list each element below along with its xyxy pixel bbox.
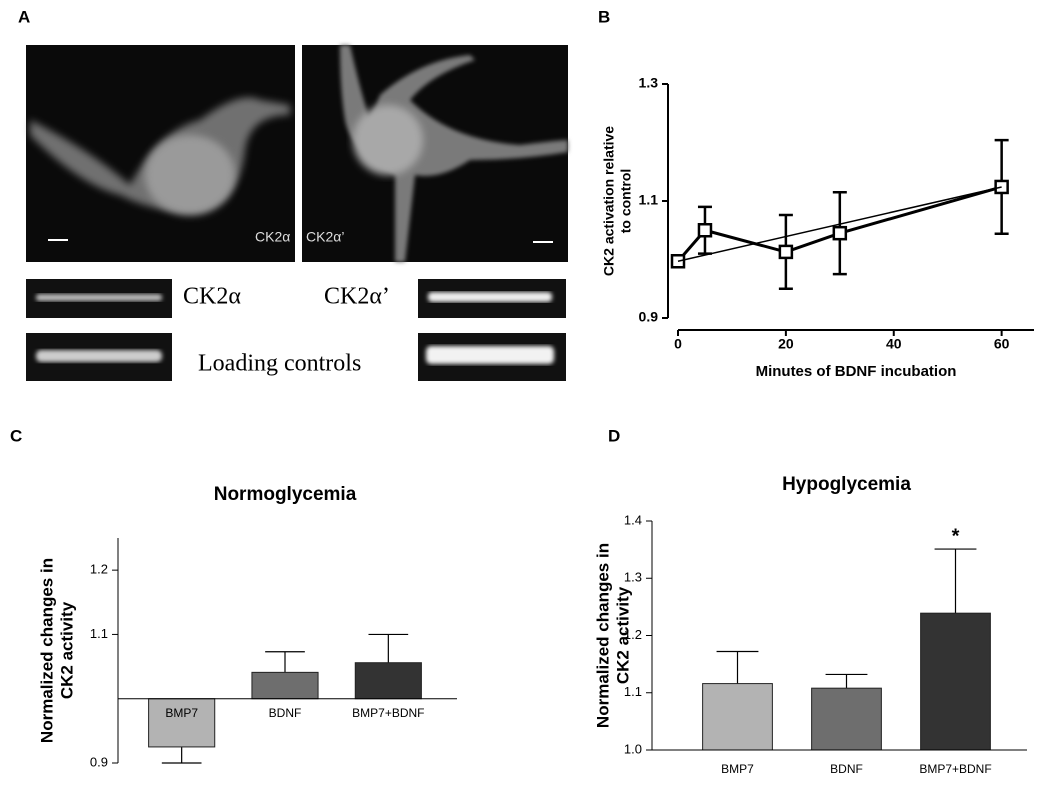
panel-label: C (10, 426, 22, 445)
x-tick-label: BMP7+BDNF (352, 706, 424, 720)
x-tick-label: BDNF (269, 706, 302, 720)
panel-label: B (598, 7, 610, 26)
y-axis-label: CK2 activity (57, 601, 76, 699)
y-tick-label: 1.2 (624, 627, 642, 642)
bar (354, 662, 422, 700)
x-tick-label: 60 (994, 336, 1010, 352)
x-tick-label: BMP7 (165, 706, 198, 720)
x-tick-label: BDNF (830, 762, 863, 776)
y-tick-label: 1.1 (639, 192, 659, 208)
x-tick-label: BMP7 (721, 762, 754, 776)
y-tick-label: 1.2 (90, 562, 108, 577)
y-tick-label: 1.3 (624, 570, 642, 585)
chart-title: Normoglycemia (214, 484, 357, 505)
bar (702, 683, 773, 751)
error-bar (265, 651, 305, 673)
error-bar (368, 633, 409, 663)
error-bar (934, 548, 977, 614)
chart-title: Hypoglycemia (782, 474, 911, 495)
y-axis-label: CK2 activity (613, 586, 632, 684)
bar (251, 671, 319, 700)
micrograph (302, 45, 568, 262)
x-tick-label: 0 (674, 336, 682, 352)
blot-label: CK2α (183, 284, 241, 310)
y-axis-label: CK2 activation relative (601, 126, 617, 276)
error-bar (716, 650, 759, 684)
panel-label: D (608, 426, 620, 445)
y-tick-label: 0.9 (90, 754, 108, 769)
bar (920, 612, 991, 751)
blot (26, 279, 566, 381)
x-tick-label: BMP7+BDNF (919, 762, 991, 776)
y-axis-label: Normalized changes in (593, 543, 612, 728)
blot-label: CK2α’ (324, 284, 390, 310)
annotation: * (952, 525, 960, 547)
error-bar (825, 673, 868, 689)
y-tick-label: 1.4 (624, 512, 642, 527)
y-axis-label: Normalized changes in (37, 558, 56, 743)
line (677, 186, 1002, 262)
error-bar (161, 746, 202, 764)
y-tick-label: 1.3 (639, 75, 659, 91)
y-tick-label: 1.1 (90, 626, 108, 641)
marker (778, 244, 794, 260)
y-tick-label: 1.0 (624, 741, 642, 756)
bar (148, 698, 216, 748)
micrograph (26, 45, 295, 262)
marker (697, 223, 713, 238)
panel-label: A (18, 7, 30, 26)
x-tick-label: 20 (778, 336, 794, 352)
marker (832, 225, 848, 241)
blot-label: Loading controls (198, 351, 361, 377)
x-tick-label: 40 (886, 336, 902, 352)
image-label: CK2α (255, 229, 290, 245)
y-tick-label: 0.9 (639, 309, 659, 325)
image-label: CK2α’ (306, 229, 344, 245)
bar (811, 687, 882, 751)
y-tick-label: 1.1 (624, 684, 642, 699)
y-axis-label: to control (618, 169, 634, 234)
x-axis-label: Minutes of BDNF incubation (756, 363, 957, 380)
